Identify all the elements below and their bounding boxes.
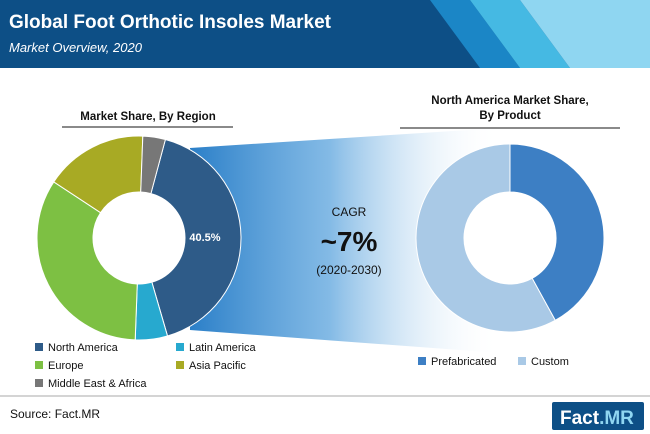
slice-north-america (150, 138, 242, 337)
data-label-north-america: 40.5% (189, 232, 220, 244)
header-stripe-2 (470, 0, 570, 68)
legend-label-latin-america: Latin America (189, 342, 257, 354)
right-chart-title-line1: North America Market Share, (431, 95, 588, 107)
region-legend: North America Latin America Europe Asia Pac… (35, 342, 257, 390)
left-chart-title: Market Share, By Region (80, 111, 215, 123)
cagr-funnel (190, 128, 500, 353)
legend-swatch-custom (518, 357, 526, 365)
legend-swatch-asia-pacific (176, 361, 184, 369)
right-chart-title-line2: By Product (479, 110, 541, 122)
brand-logo-part1: Fact (560, 408, 600, 429)
product-donut (415, 143, 605, 333)
cagr-label: CAGR (332, 205, 367, 219)
page-subtitle: Market Overview, 2020 (9, 40, 143, 55)
legend-swatch-latin-america (176, 343, 184, 351)
brand-logo: Fact.MR (560, 408, 634, 429)
legend-label-custom: Custom (531, 356, 569, 368)
donut-hole (464, 192, 556, 284)
product-legend: Prefabricated Custom (418, 356, 569, 368)
legend-swatch-prefabricated (418, 357, 426, 365)
brand-logo-part2: .MR (599, 408, 634, 429)
legend-swatch-europe (35, 361, 43, 369)
header-stripe-1 (430, 0, 520, 68)
brand-logo-box (552, 402, 644, 430)
region-donut: 40.5% (36, 135, 242, 341)
cagr-period: (2020-2030) (316, 263, 381, 277)
legend-swatch-middle-east-and-africa (35, 379, 43, 387)
header-stripe-3 (520, 0, 650, 68)
source-note: Source: Fact.MR (10, 407, 100, 421)
cagr-value: ~7% (321, 226, 378, 257)
legend-label-prefabricated: Prefabricated (431, 356, 496, 368)
legend-label-asia-pacific: Asia Pacific (189, 360, 246, 372)
legend-label-middle-east-and-africa: Middle East & Africa (48, 378, 147, 390)
legend-swatch-north-america (35, 343, 43, 351)
legend-label-north-america: North America (48, 342, 119, 354)
legend-label-europe: Europe (48, 360, 83, 372)
donut-hole (93, 192, 185, 284)
page-title: Global Foot Orthotic Insoles Market (9, 12, 332, 33)
